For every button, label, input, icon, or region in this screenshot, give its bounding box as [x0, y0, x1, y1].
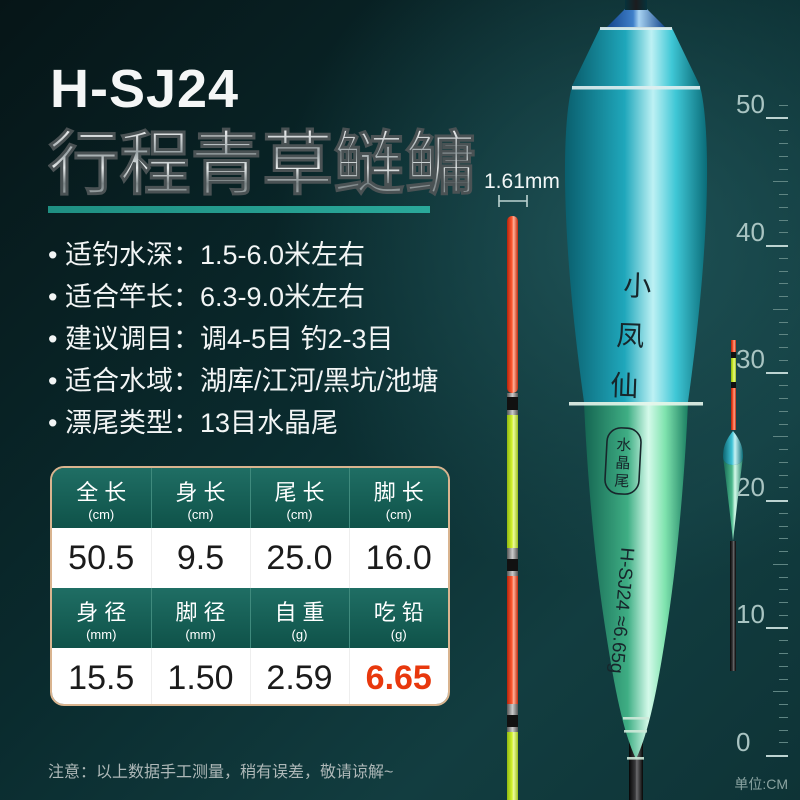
svg-text:仙: 仙: [610, 370, 639, 402]
svg-text:尾: 尾: [614, 473, 630, 491]
svg-text:晶: 晶: [615, 455, 631, 473]
svg-text:小: 小: [623, 270, 652, 302]
svg-text:凤: 凤: [616, 320, 645, 352]
svg-text:水: 水: [616, 437, 632, 455]
